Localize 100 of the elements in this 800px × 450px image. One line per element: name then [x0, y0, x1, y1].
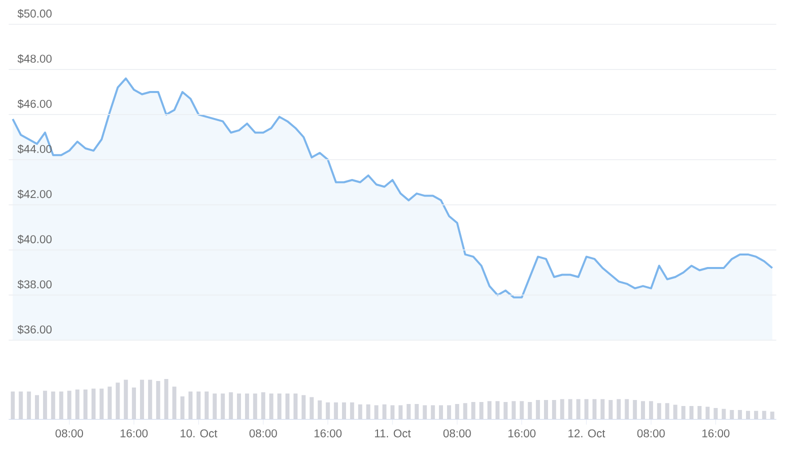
bar [34, 395, 39, 420]
bar [180, 396, 184, 420]
y-tick-label: $46.00 [18, 99, 52, 109]
bar [406, 404, 411, 420]
bar [100, 388, 104, 420]
bar [592, 399, 597, 420]
bar [358, 404, 362, 420]
bar [754, 410, 758, 420]
bar [51, 391, 56, 420]
bar [108, 386, 112, 420]
y-tick-label: $48.00 [18, 54, 52, 64]
bar [92, 388, 96, 420]
x-tick-label: 08:00 [443, 429, 471, 438]
y-tick-label: $40.00 [18, 234, 52, 244]
x-tick-label: 11. Oct [374, 429, 411, 438]
bar [584, 399, 588, 420]
bar [576, 399, 580, 420]
bar [156, 381, 160, 420]
bar [730, 410, 734, 420]
bar [18, 391, 23, 420]
bar [350, 402, 354, 420]
bar [285, 394, 290, 420]
bar [164, 379, 168, 420]
x-tick-label: 16:00 [314, 429, 342, 438]
bar [681, 406, 686, 420]
bar [504, 402, 508, 420]
y-tick-label: $36.00 [18, 324, 52, 334]
bar [196, 391, 201, 420]
bar [512, 401, 516, 420]
bar [422, 405, 427, 420]
bar [398, 405, 403, 420]
bar [245, 394, 250, 420]
bar [471, 402, 476, 420]
bar [277, 394, 282, 420]
bar [43, 390, 48, 420]
bar [738, 410, 742, 420]
bar [83, 389, 88, 420]
bar [455, 404, 460, 420]
bar [520, 401, 524, 420]
bar [447, 405, 452, 420]
bar [649, 401, 654, 420]
bar [148, 380, 152, 420]
bar [560, 399, 564, 420]
bar [689, 406, 694, 420]
bar [366, 404, 370, 420]
bar [326, 402, 330, 420]
x-tick-label: 08:00 [56, 429, 84, 438]
y-tick-label: $42.00 [18, 190, 52, 199]
bar [212, 394, 217, 420]
bar [640, 401, 645, 420]
bar [59, 391, 64, 420]
y-tick-label: $38.00 [18, 280, 52, 290]
bar [342, 402, 346, 420]
bar [414, 404, 419, 420]
bar [608, 400, 613, 420]
bar [714, 408, 718, 420]
bar [762, 410, 766, 420]
bar [253, 394, 258, 420]
bar [616, 399, 621, 420]
bar [536, 400, 540, 420]
bar [310, 397, 314, 420]
bar [657, 403, 662, 420]
bar [140, 380, 144, 420]
bar [220, 394, 225, 420]
bar [600, 399, 605, 420]
bar [632, 400, 637, 420]
bar [374, 405, 378, 420]
bar [487, 401, 492, 420]
x-tick-label: 16:00 [120, 429, 148, 438]
bar [552, 400, 556, 420]
x-tick-label: 08:00 [249, 429, 277, 438]
bar [746, 410, 750, 420]
bar [624, 399, 629, 420]
bar [479, 402, 484, 420]
bar [302, 395, 306, 420]
bar [665, 403, 670, 420]
bar [770, 412, 774, 420]
bar [10, 391, 15, 420]
bar [390, 405, 395, 420]
bar [116, 382, 120, 420]
bar [706, 406, 710, 420]
bar [124, 380, 128, 420]
bar [438, 405, 443, 420]
bar [544, 400, 548, 420]
bar [382, 404, 386, 420]
bar [75, 389, 80, 420]
bar [204, 391, 209, 420]
bar [261, 392, 266, 420]
bar [188, 391, 193, 420]
bar [673, 404, 678, 420]
y-tick-label: $50.00 [18, 9, 52, 18]
bar [430, 405, 435, 420]
bar [318, 400, 322, 420]
bar [26, 391, 31, 420]
x-tick-label: 10. Oct [180, 429, 218, 438]
bar [334, 402, 338, 420]
bar [132, 387, 136, 420]
bar [722, 408, 726, 420]
bar [528, 402, 532, 420]
bar [294, 394, 298, 420]
